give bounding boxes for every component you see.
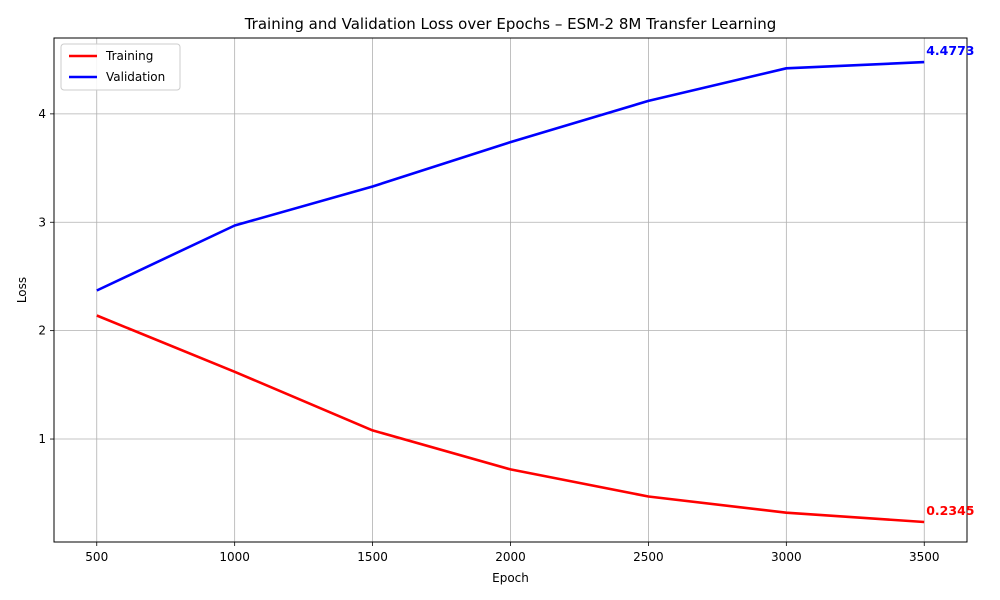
y-axis-label: Loss [15, 277, 29, 303]
x-axis-label: Epoch [492, 571, 529, 585]
x-tick-label: 2000 [495, 550, 526, 564]
grid [54, 38, 967, 542]
series-lines [96, 60, 925, 524]
legend-label-training: Training [105, 49, 153, 63]
x-tick-label: 500 [85, 550, 108, 564]
x-axis-ticks: 500 1000 1500 2000 2500 3000 3500 [85, 542, 940, 564]
chart-title: Training and Validation Loss over Epochs… [244, 15, 777, 33]
y-tick-label: 4 [38, 107, 46, 121]
y-tick-label: 3 [38, 215, 46, 229]
x-tick-label: 1500 [357, 550, 388, 564]
x-tick-label: 2500 [633, 550, 664, 564]
y-tick-label: 1 [38, 432, 46, 446]
x-tick-label: 3000 [771, 550, 802, 564]
end-annotations: 0.2345 4.4773 [926, 43, 974, 518]
y-axis-ticks: 1 2 3 4 [38, 107, 54, 446]
legend-label-validation: Validation [106, 70, 165, 84]
legend: Training Validation [60, 43, 181, 91]
end-label-training: 0.2345 [926, 503, 974, 518]
end-label-validation: 4.4773 [926, 43, 974, 58]
series-line-validation [96, 60, 925, 292]
series-line-training [96, 314, 925, 524]
x-tick-label: 3500 [909, 550, 940, 564]
x-tick-label: 1000 [219, 550, 250, 564]
y-tick-label: 2 [38, 324, 46, 338]
